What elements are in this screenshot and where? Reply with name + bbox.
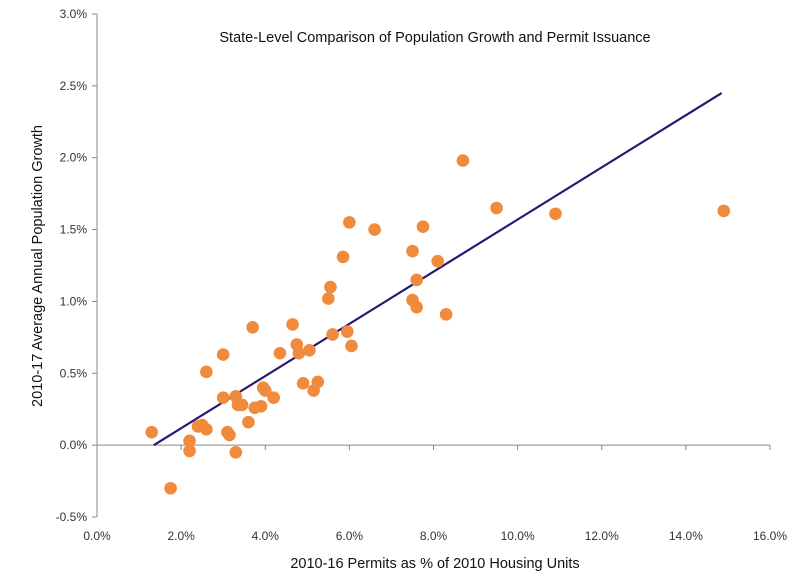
data-point	[164, 481, 177, 495]
y-tick-label: 2.5%	[60, 79, 88, 93]
chart-title: State-Level Comparison of Population Gro…	[219, 30, 650, 46]
data-point	[340, 325, 354, 338]
trendline	[153, 92, 723, 447]
y-tick-label: 0.0%	[60, 438, 88, 452]
data-point	[223, 428, 236, 442]
data-point	[439, 308, 453, 321]
data-point	[324, 280, 337, 294]
data-point	[336, 250, 350, 264]
data-point	[254, 400, 268, 413]
data-point	[343, 216, 356, 229]
data-point	[326, 328, 339, 341]
y-axis: -0.5% 0.0% 0.5% 1.0% 1.5% 2.0% 2.5% 3.0%	[56, 7, 98, 524]
x-tick-label: 2.0%	[167, 529, 195, 543]
data-point	[183, 444, 196, 458]
data-point	[286, 318, 299, 331]
data-point	[235, 398, 249, 412]
y-tick-label: 1.5%	[60, 223, 88, 237]
data-point	[200, 423, 213, 436]
data-point	[200, 365, 213, 379]
data-point	[258, 384, 272, 397]
data-point	[490, 201, 503, 215]
data-points	[145, 154, 731, 495]
data-point	[246, 320, 259, 334]
x-tick-label: 12.0%	[585, 529, 619, 543]
data-point	[183, 434, 196, 448]
data-point	[322, 292, 335, 305]
data-point	[406, 244, 419, 258]
data-point	[549, 207, 562, 221]
y-tick-label: 3.0%	[60, 7, 88, 21]
data-point	[345, 339, 358, 353]
y-axis-title: 2010-17 Average Annual Population Growth	[30, 125, 46, 407]
data-point	[242, 415, 255, 429]
data-point	[296, 377, 310, 390]
data-point	[717, 204, 731, 218]
data-point	[311, 375, 325, 389]
y-tick-label: -0.5%	[56, 510, 88, 524]
x-tick-label: 6.0%	[336, 529, 364, 543]
data-point	[267, 391, 280, 405]
data-point	[456, 154, 470, 167]
x-tick-label: 4.0%	[252, 529, 280, 543]
data-point	[410, 273, 423, 287]
x-tick-label: 14.0%	[669, 529, 703, 543]
data-point	[292, 346, 306, 360]
x-tick-label: 8.0%	[420, 529, 448, 543]
data-point	[216, 348, 230, 361]
x-tick-label: 16.0%	[753, 529, 787, 543]
trendline-layer	[153, 92, 723, 447]
data-point	[273, 346, 287, 360]
data-point	[416, 220, 430, 233]
x-axis-title: 2010-16 Permits as % of 2010 Housing Uni…	[290, 556, 579, 572]
y-tick-label: 2.0%	[60, 151, 88, 165]
data-point	[216, 391, 230, 405]
y-tick-label: 0.5%	[60, 366, 88, 380]
y-tick-label: 1.0%	[60, 294, 88, 308]
data-point	[145, 425, 158, 439]
data-point	[229, 446, 243, 459]
data-point	[303, 343, 316, 357]
x-tick-label: 10.0%	[501, 529, 535, 543]
data-point	[431, 254, 445, 268]
x-tick-label: 0.0%	[83, 529, 111, 543]
data-point	[410, 300, 423, 314]
x-axis: 0.0% 2.0% 4.0% 6.0% 8.0% 10.0% 12.0% 14.0% 16.0%	[83, 444, 787, 543]
data-point	[368, 223, 381, 236]
